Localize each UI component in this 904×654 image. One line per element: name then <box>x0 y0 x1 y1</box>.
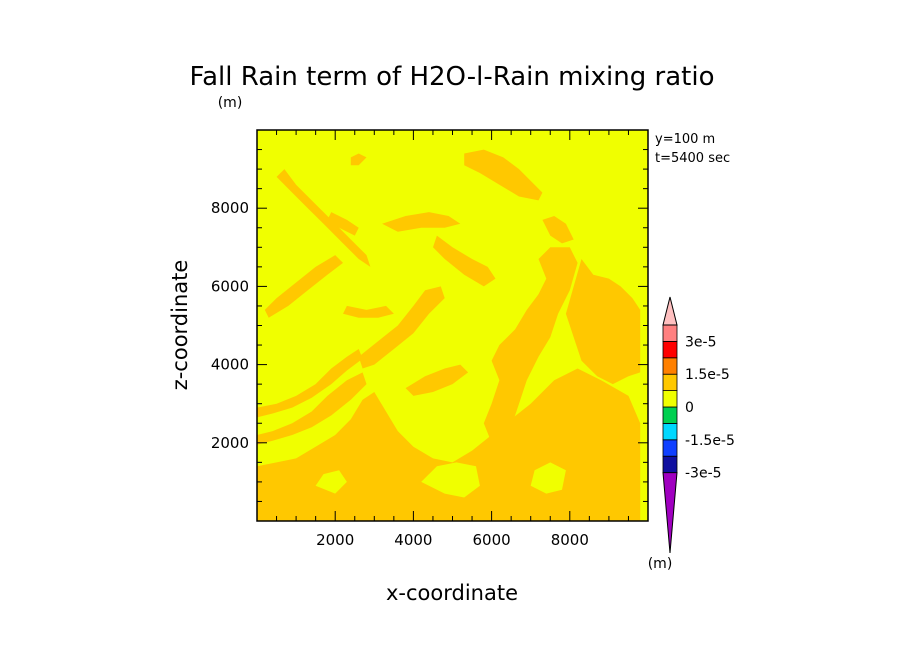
contour-region-2 <box>257 349 363 418</box>
x-tick-label: 4000 <box>394 531 432 549</box>
colorbar: -3e-5 -1.5e-5 0 1.5e-5 3e-5 <box>662 296 735 554</box>
contour-region-14 <box>350 153 367 166</box>
contour-region-7 <box>276 169 371 267</box>
colorbar-segment <box>662 472 678 554</box>
colorbar-segment <box>662 455 678 474</box>
info-line-t: t=5400 sec <box>655 151 730 166</box>
contour-region-17 <box>530 462 566 494</box>
colorbar-segment <box>662 390 678 408</box>
y-tick-label: 8000 <box>211 199 249 217</box>
contour-region-18 <box>315 470 347 494</box>
x-tick-label: 8000 <box>551 531 589 549</box>
contour-region-10 <box>382 212 461 232</box>
chart-title: Fall Rain term of H2O-l-Rain mixing rati… <box>190 62 715 92</box>
colorbar-segment <box>662 357 678 375</box>
contour-region-16 <box>421 462 480 498</box>
info-line-y: y=100 m <box>655 132 715 147</box>
colorbar-segment <box>662 439 678 457</box>
colorbar-label: 3e-5 <box>685 334 716 350</box>
colorbar-segment <box>662 340 678 359</box>
colorbar-unit-label: (m) <box>648 556 673 572</box>
colorbar-segment <box>662 296 678 326</box>
contour-region-8 <box>264 255 343 318</box>
y-axis-label: z-coordinate <box>168 260 192 391</box>
colorbar-segment <box>662 422 678 441</box>
colorbar-segment <box>662 324 678 342</box>
y-tick-label: 6000 <box>211 277 249 295</box>
contour-region-15 <box>542 216 574 244</box>
colorbar-label: -1.5e-5 <box>685 433 735 449</box>
contour-region-6 <box>405 364 469 396</box>
contour-region-11 <box>433 235 496 287</box>
y-tick-label: 2000 <box>211 434 249 452</box>
colorbar-label: 1.5e-5 <box>685 367 730 383</box>
contour-region-5 <box>358 286 445 369</box>
contour-region-9 <box>464 149 543 201</box>
x-axis-ticks: 2000 4000 6000 8000 <box>276 130 629 549</box>
x-axis-label: x-coordinate <box>386 581 518 605</box>
contour-region-1 <box>257 372 367 445</box>
colorbar-segment <box>662 373 678 392</box>
colorbar-segment <box>662 406 678 424</box>
contour-region-3 <box>483 247 578 443</box>
colorbar-label: 0 <box>685 400 694 416</box>
x-tick-label: 2000 <box>316 531 354 549</box>
contour-region-13 <box>343 305 394 318</box>
y-axis-ticks: 2000 4000 6000 8000 <box>211 149 648 502</box>
contour-region-12 <box>327 212 359 236</box>
title-unit-label: (m) <box>218 95 243 111</box>
y-tick-label: 4000 <box>211 356 249 374</box>
x-tick-label: 6000 <box>473 531 511 549</box>
contour-layer <box>257 149 641 521</box>
contour-region-4 <box>565 259 641 385</box>
colorbar-label: -3e-5 <box>685 466 722 482</box>
